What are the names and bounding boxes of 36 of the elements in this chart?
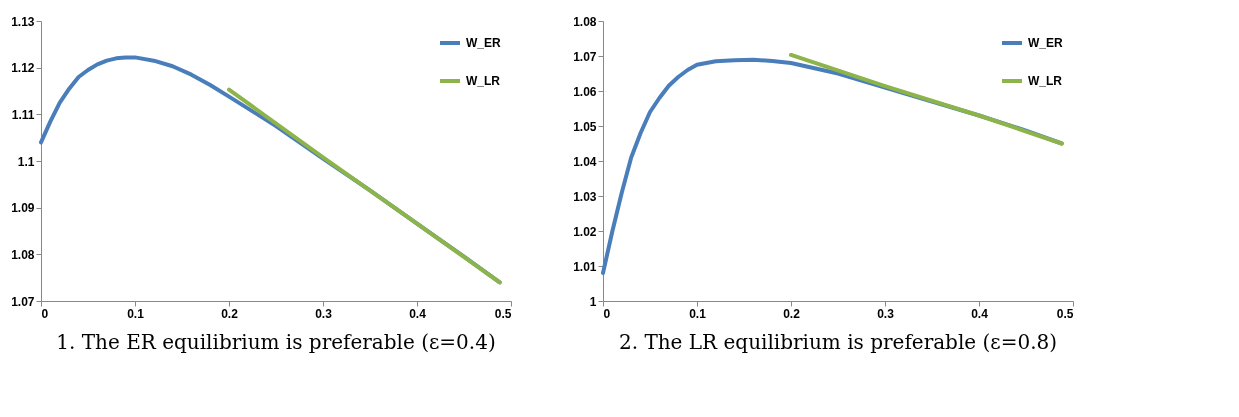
- y-tick-label: 1.09: [11, 201, 35, 216]
- y-tick-label: 1.12: [11, 61, 35, 76]
- y-tick-label: 1.07: [573, 49, 597, 64]
- x-tick-label: 0.2: [783, 306, 801, 321]
- y-tick-label: 1: [589, 294, 597, 309]
- y-tick-label: 1.11: [11, 107, 35, 122]
- x-tick-label: 0.5: [494, 306, 512, 321]
- legend-label: W_LR: [466, 74, 501, 88]
- line-series: [789, 52, 1064, 146]
- x-tick-label: 0: [603, 306, 611, 321]
- legend-label: W_LR: [1028, 74, 1063, 88]
- legend-label: W_ER: [466, 36, 501, 50]
- x-tick-label: 0.4: [971, 306, 989, 321]
- x-tick-label: 0.1: [127, 306, 145, 321]
- text: 2. The LR equilibrium is preferable (ε=0.8): [618, 330, 1058, 354]
- x-tick-label: 0.3: [315, 306, 333, 321]
- x-tick-label: 0.1: [689, 306, 707, 321]
- y-tick-label: 1.13: [11, 14, 35, 29]
- x-tick-label: 0: [41, 306, 49, 321]
- x-tick-label: 0.5: [1056, 306, 1074, 321]
- text: 1. The ER equilibrium is preferable (ε=0.4): [56, 330, 496, 354]
- y-tick-label: 1.07: [11, 294, 35, 309]
- y-tick-label: 1.03: [573, 189, 597, 204]
- x-tick-label: 0.4: [409, 306, 427, 321]
- x-tick-label: 0.3: [877, 306, 895, 321]
- y-tick-label: 1.02: [573, 224, 597, 239]
- y-tick-label: 1.04: [573, 154, 597, 169]
- y-tick-label: 1.08: [11, 247, 35, 262]
- y-tick-label: 1.05: [573, 119, 597, 134]
- x-tick-label: 0.2: [221, 306, 239, 321]
- y-tick-label: 1.06: [573, 84, 597, 99]
- y-tick-label: 1.1: [17, 154, 35, 169]
- y-tick-label: 1.01: [573, 259, 597, 274]
- legend-label: W_ER: [1028, 36, 1063, 50]
- line-series: [227, 87, 502, 285]
- y-tick-label: 1.08: [573, 14, 597, 29]
